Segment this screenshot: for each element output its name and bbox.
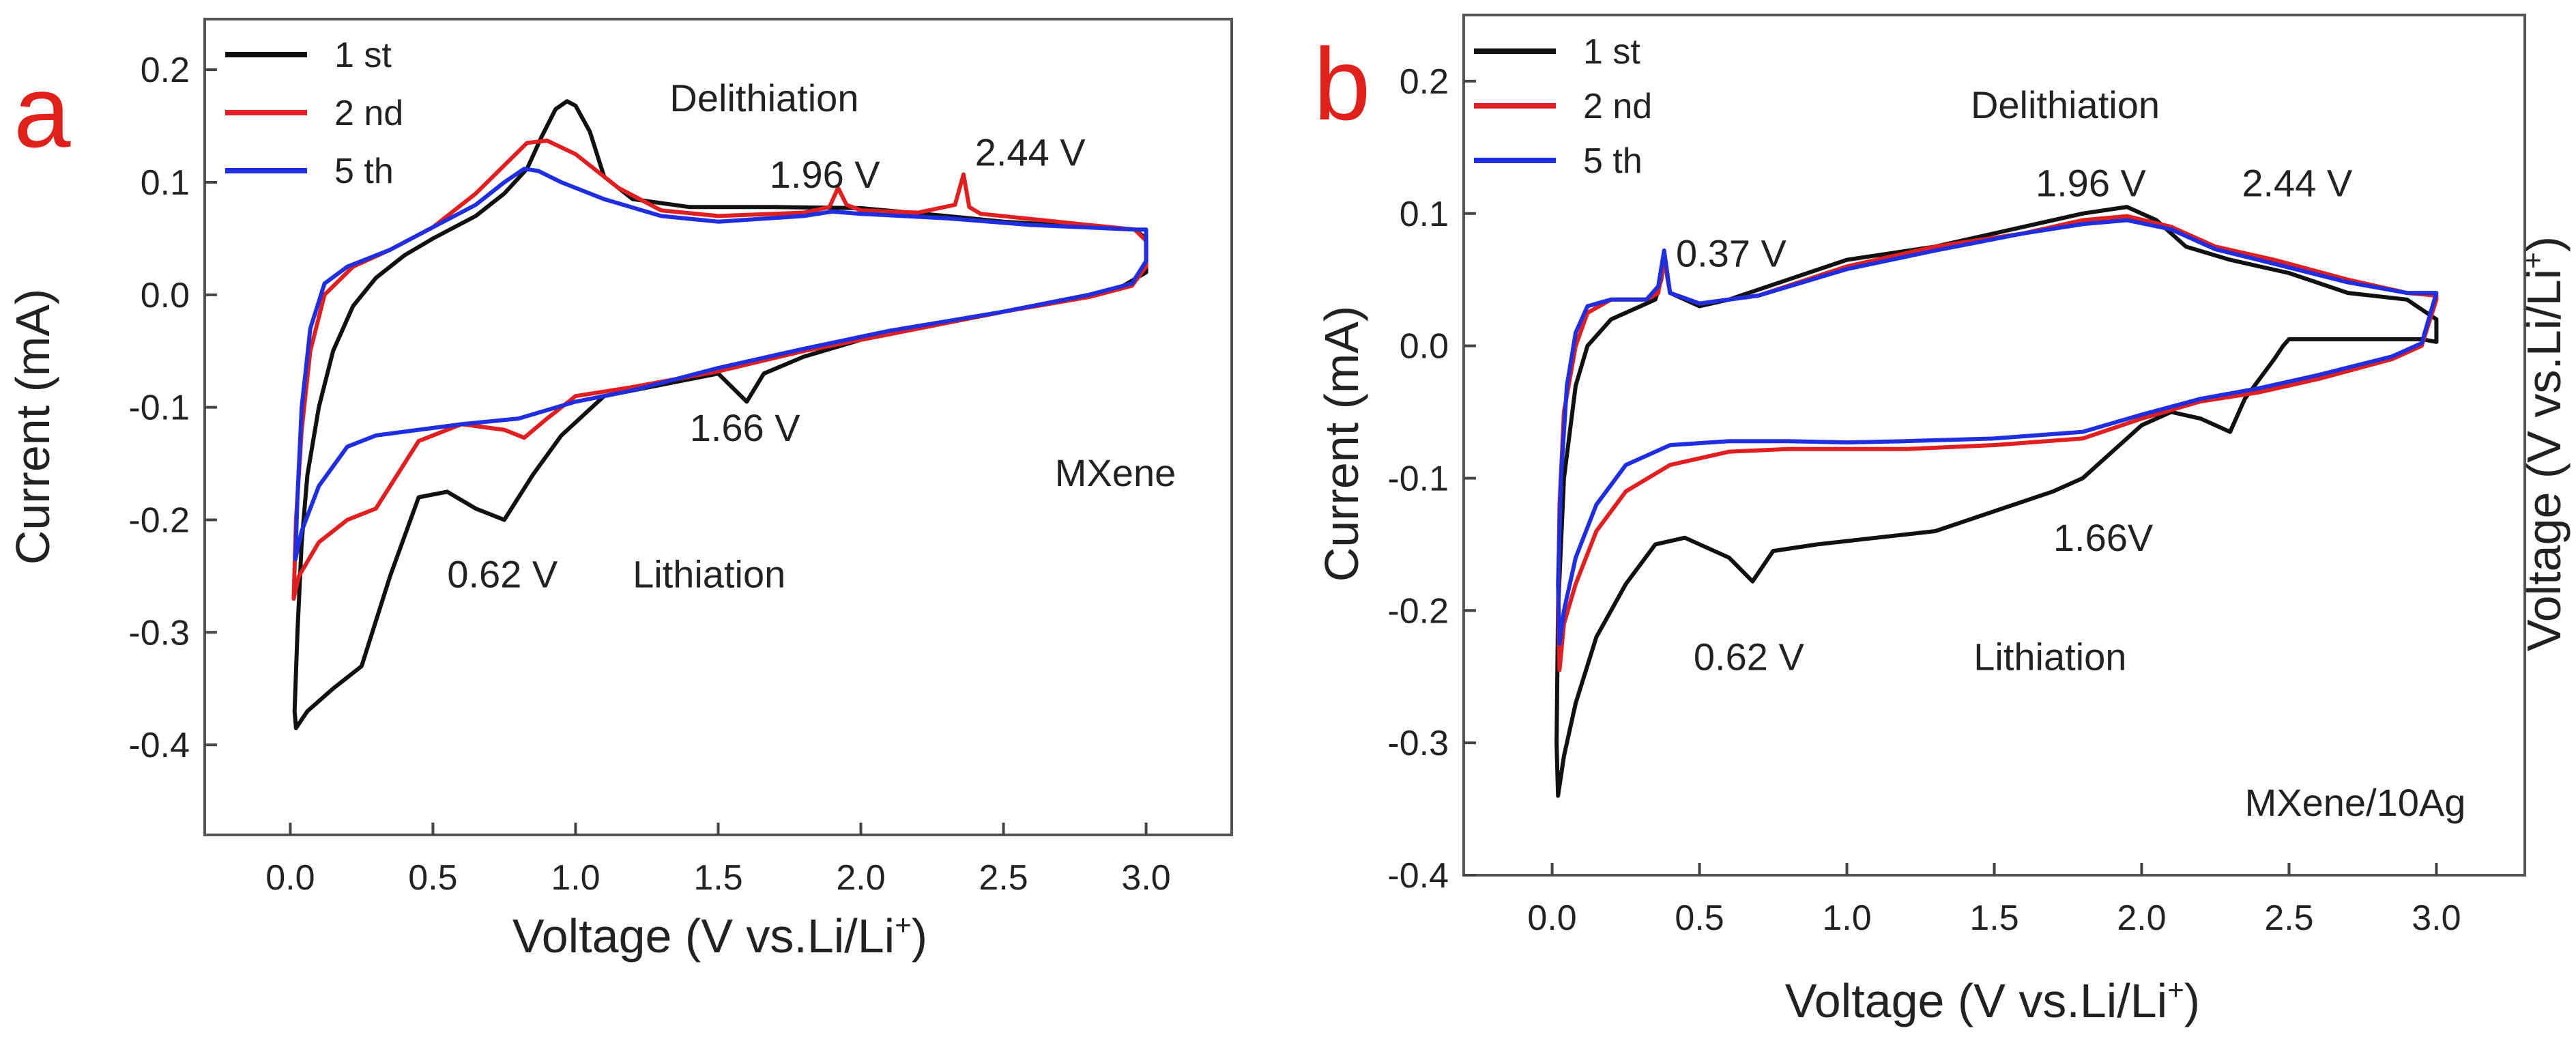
legend-label: 1 st <box>1583 32 1640 72</box>
y-tick-label: 0.1 <box>141 163 190 203</box>
annotation-label: 0.37 V <box>1676 231 1787 274</box>
panel-b-x-ticks: 0.0 0.5 1.0 1.5 2.0 2.5 3.0 <box>1527 863 2461 938</box>
x-tick-label: 1.5 <box>693 858 742 898</box>
x-tick-label: 3.0 <box>1121 858 1170 898</box>
panel-a-x-ticks: 0.0 0.5 1.0 1.5 2.0 2.5 3.0 <box>265 823 1171 898</box>
panel-a-legend: 1 st 2 nd 5 th <box>225 35 403 191</box>
panel-b-letter: b <box>1314 27 1370 141</box>
legend-label: 2 nd <box>334 94 403 133</box>
panel-b: b 0.2 0.1 0.0 -0.1 -0.2 -0.3 -0.4 0.0 0.5 1.0 1.5… <box>1314 14 2571 1027</box>
panel-b-y-ticks: 0.2 0.1 0.0 -0.1 -0.2 -0.3 -0.4 <box>1387 62 1476 896</box>
annotation-label: 1.96 V <box>2036 162 2147 205</box>
annotation-label: 1.66 V <box>690 406 801 449</box>
panel-a-y-axis-label: Current (mA) <box>6 289 59 565</box>
panel-b-legend: 1 st 2 nd 5 th <box>1474 32 1652 181</box>
panel-a-y-ticks: 0.2 0.1 0.0 -0.1 -0.2 -0.3 -0.4 <box>128 51 217 765</box>
legend-label: 2 nd <box>1583 87 1652 126</box>
x-tick-label: 1.0 <box>551 858 600 898</box>
x-tick-label: 1.0 <box>1822 898 1871 938</box>
series-line-5th <box>1556 218 2439 646</box>
panel-b-x-axis-label: Voltage (V vs.Li/Li+) <box>1785 973 2200 1027</box>
legend-label: 1 st <box>334 35 392 75</box>
annotation-label: MXene <box>1055 451 1176 494</box>
x-tick-label: 2.5 <box>2264 898 2313 938</box>
series-line-5th <box>293 167 1148 562</box>
x-tick-label: 1.5 <box>1969 898 2018 938</box>
y-tick-label: -0.2 <box>128 500 190 540</box>
annotation-label: 0.62 V <box>447 552 558 595</box>
annotation-label: MXene/10Ag <box>2245 781 2466 824</box>
y-tick-label: -0.1 <box>128 388 190 428</box>
annotation-label: 2.44 V <box>975 130 1086 173</box>
y-tick-label: -0.4 <box>1387 856 1449 896</box>
panel-a-letter: a <box>14 54 71 169</box>
y-tick-label: 0.2 <box>141 51 190 90</box>
series-line-2nd <box>291 139 1148 601</box>
panel-b-curves <box>1554 205 2439 798</box>
y-tick-label: -0.3 <box>1387 724 1449 763</box>
panel-a: a 0.2 0.1 0.0 -0.1 -0.2 -0.3 -0.4 0.0 0.5 1.0 1.5… <box>6 18 1233 963</box>
x-tick-label: 0.5 <box>1675 898 1724 938</box>
panel-a-annotations: Delithiation 1.96 V 2.44 V 1.66 V MXene 0.62 … <box>447 76 1176 595</box>
panel-b-y-axis-label: Current (mA) <box>1315 306 1368 582</box>
panel-b-annotations: Delithiation 1.96 V 2.44 V 0.37 V 1.66V 0.62 … <box>1676 83 2465 824</box>
annotation-label: Delithiation <box>1971 83 2160 126</box>
annotation-label: Lithiation <box>633 552 785 595</box>
y-tick-label: 0.1 <box>1400 195 1449 234</box>
x-tick-label: 0.0 <box>265 858 315 898</box>
x-tick-label: 3.0 <box>2412 898 2461 938</box>
x-tick-label: 0.5 <box>408 858 457 898</box>
annotation-label: Delithiation <box>669 76 858 119</box>
y-tick-label: -0.2 <box>1387 591 1449 631</box>
x-tick-label: 2.0 <box>2117 898 2166 938</box>
annotation-label: 1.66V <box>2053 516 2154 559</box>
y-tick-label: -0.4 <box>128 726 190 765</box>
annotation-label: 2.44 V <box>2242 162 2353 205</box>
legend-label: 5 th <box>1583 141 1642 181</box>
y-tick-label: 0.2 <box>1400 62 1449 102</box>
x-tick-label: 2.0 <box>836 858 885 898</box>
panel-a-x-axis-label: Voltage (V vs.Li/Li+) <box>512 909 927 963</box>
series-line-1st <box>292 99 1148 730</box>
x-tick-label: 2.5 <box>979 858 1028 898</box>
annotation-label: 0.62 V <box>1694 636 1805 679</box>
legend-label: 5 th <box>334 152 394 191</box>
series-line-1st <box>1554 205 2439 798</box>
y-tick-label: 0.0 <box>1400 327 1449 367</box>
x-tick-label: 0.0 <box>1527 898 1576 938</box>
y-tick-label: 0.0 <box>141 276 190 315</box>
y-tick-label: -0.1 <box>1387 459 1449 498</box>
panel-b-right-axis-label: Voltage (V vs.Li/Li+) <box>2517 236 2571 651</box>
annotation-label: 1.96 V <box>770 153 881 196</box>
panel-a-curves <box>291 99 1148 730</box>
y-tick-label: -0.3 <box>128 613 190 653</box>
annotation-label: Lithiation <box>1973 636 2126 679</box>
